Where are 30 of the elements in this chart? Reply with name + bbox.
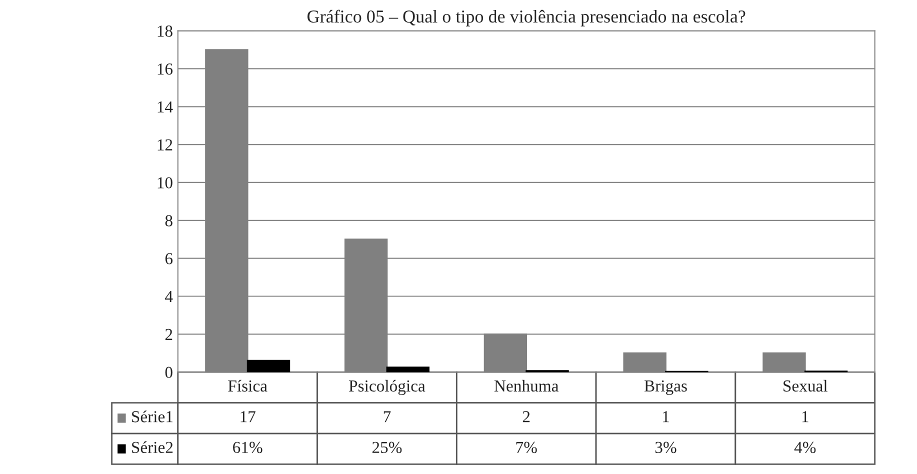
y-tick-label: 0 bbox=[165, 366, 172, 378]
y-tick-label: 10 bbox=[158, 177, 172, 188]
y-tick-label: 4 bbox=[165, 291, 173, 302]
y-tick-label: 12 bbox=[158, 139, 172, 150]
data-label: 1 bbox=[802, 411, 808, 422]
y-tick-label: 2 bbox=[165, 328, 172, 340]
x-tick-label: Física bbox=[228, 380, 268, 392]
x-tick-label: Brigas bbox=[644, 380, 687, 396]
data-label: 61% bbox=[233, 442, 262, 454]
data-label: 2 bbox=[522, 411, 530, 422]
chart-title: Gráfico 05 – Qual o tipo de violência presenciado na escola? bbox=[308, 10, 746, 26]
x-tick-label: Psicológica bbox=[349, 380, 426, 396]
x-tick-label: Nenhuma bbox=[494, 380, 559, 392]
y-tick-label: 6 bbox=[165, 253, 173, 264]
x-tick-label: Sexual bbox=[784, 380, 828, 392]
data-label: 4% bbox=[794, 442, 816, 454]
y-tick-label: 16 bbox=[158, 63, 173, 75]
y-tick-label: 18 bbox=[158, 26, 172, 37]
data-label: 25% bbox=[372, 442, 402, 454]
y-tick-label: 14 bbox=[158, 101, 173, 112]
legend-label: Série2 bbox=[132, 441, 173, 454]
y-tick-label: 8 bbox=[165, 215, 172, 226]
data-label: 3% bbox=[655, 442, 676, 454]
data-label: 17 bbox=[240, 411, 256, 422]
data-label: 7 bbox=[384, 411, 391, 422]
data-label: 7% bbox=[516, 442, 537, 454]
legend-label: Série1 bbox=[132, 410, 172, 422]
bar bbox=[246, 360, 290, 372]
data-label: 1 bbox=[663, 411, 669, 422]
bar bbox=[386, 366, 430, 372]
